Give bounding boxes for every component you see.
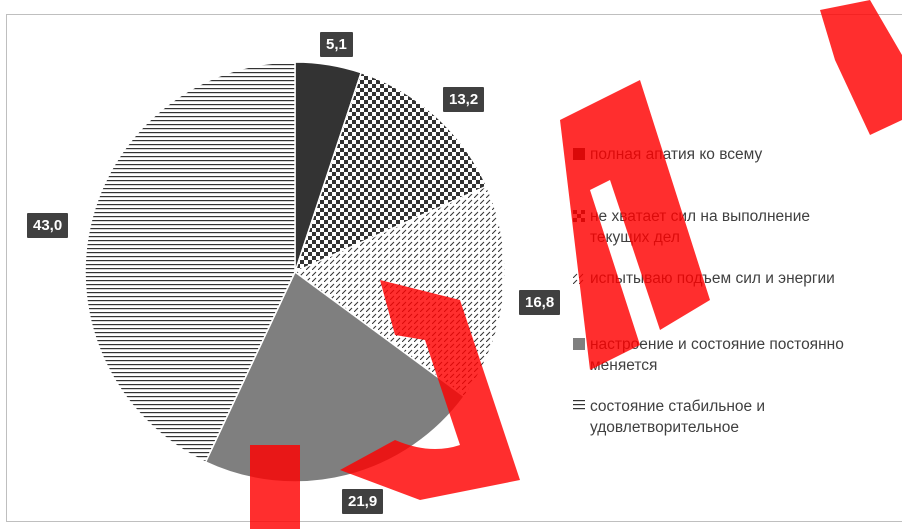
- data-label: 16,8: [519, 290, 561, 315]
- legend-entry: испытываю подъем сил и энергии: [573, 268, 902, 289]
- data-label: 13,2: [443, 87, 485, 112]
- legend-label-line: состояние стабильное и: [590, 398, 766, 415]
- data-label: 43,0: [27, 213, 69, 238]
- legend-label: полная апатия ко всему: [590, 144, 902, 165]
- legend-entry: полная апатия ко всему: [573, 144, 902, 165]
- legend-label-line: не хватает сил на выполнение: [590, 208, 810, 225]
- legend-entry: состояние стабильное и удовлетворительное: [573, 396, 902, 438]
- legend-entry: настроение и состояние постоянно меняется: [573, 334, 902, 376]
- legend-swatch: [573, 210, 585, 222]
- legend-label: не хватает сил на выполнение текущих дел: [590, 206, 902, 248]
- legend-entry: не хватает сил на выполнение текущих дел: [573, 206, 902, 248]
- legend-swatch: [573, 272, 585, 284]
- legend-label-line: удовлетворительное: [590, 419, 739, 436]
- legend-label-line: испытываю подъем сил и энергии: [590, 270, 835, 287]
- legend-label-line: меняется: [590, 357, 658, 374]
- pie-slices: [84, 61, 506, 483]
- pie-slice: [293, 71, 488, 274]
- data-label: 5,1: [320, 32, 353, 57]
- legend-label-line: текущих дел: [590, 229, 680, 246]
- legend-swatch: [573, 338, 585, 350]
- legend-label-line: полная апатия ко всему: [590, 146, 763, 163]
- legend-label-line: настроение и состояние постоянно: [590, 336, 844, 353]
- legend-label: настроение и состояние постоянно меняется: [590, 334, 902, 376]
- chart-frame: [6, 14, 902, 522]
- legend-label: состояние стабильное и удовлетворительное: [590, 396, 902, 438]
- data-label: 21,9: [342, 489, 384, 514]
- legend-swatch: [573, 400, 585, 412]
- legend-swatch: [573, 148, 585, 160]
- pie-slice: [84, 61, 296, 464]
- legend-label: испытываю подъем сил и энергии: [590, 268, 902, 289]
